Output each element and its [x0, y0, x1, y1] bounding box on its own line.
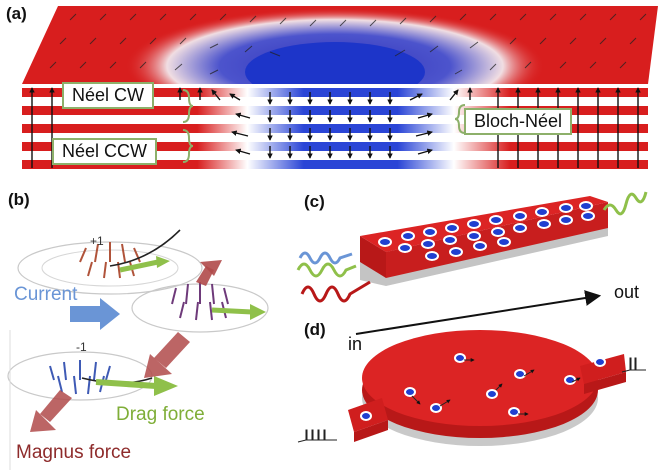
in-label: in — [348, 334, 363, 354]
label-bloch-neel: Bloch-Néel — [464, 108, 573, 135]
panel-label-d: (d) — [304, 320, 326, 339]
label-neel-ccw: Néel CCW — [52, 138, 158, 165]
panel-c-track — [296, 191, 648, 335]
label-neel-cw: Néel CW — [62, 82, 155, 109]
panel-label-a: (a) — [6, 4, 27, 23]
magnus-force-label: Magnus force — [16, 442, 132, 463]
out-label: out — [614, 282, 640, 302]
drag-force-label: Drag force — [116, 404, 205, 425]
panel-d-disk — [297, 330, 646, 446]
panel-b-illustration — [7, 229, 269, 470]
charge-plus-one: +1 — [90, 234, 104, 248]
current-label: Current — [14, 284, 78, 305]
panel-label-b: (b) — [8, 190, 30, 209]
charge-minus-one: -1 — [76, 340, 87, 354]
panel-label-c: (c) — [304, 192, 325, 211]
